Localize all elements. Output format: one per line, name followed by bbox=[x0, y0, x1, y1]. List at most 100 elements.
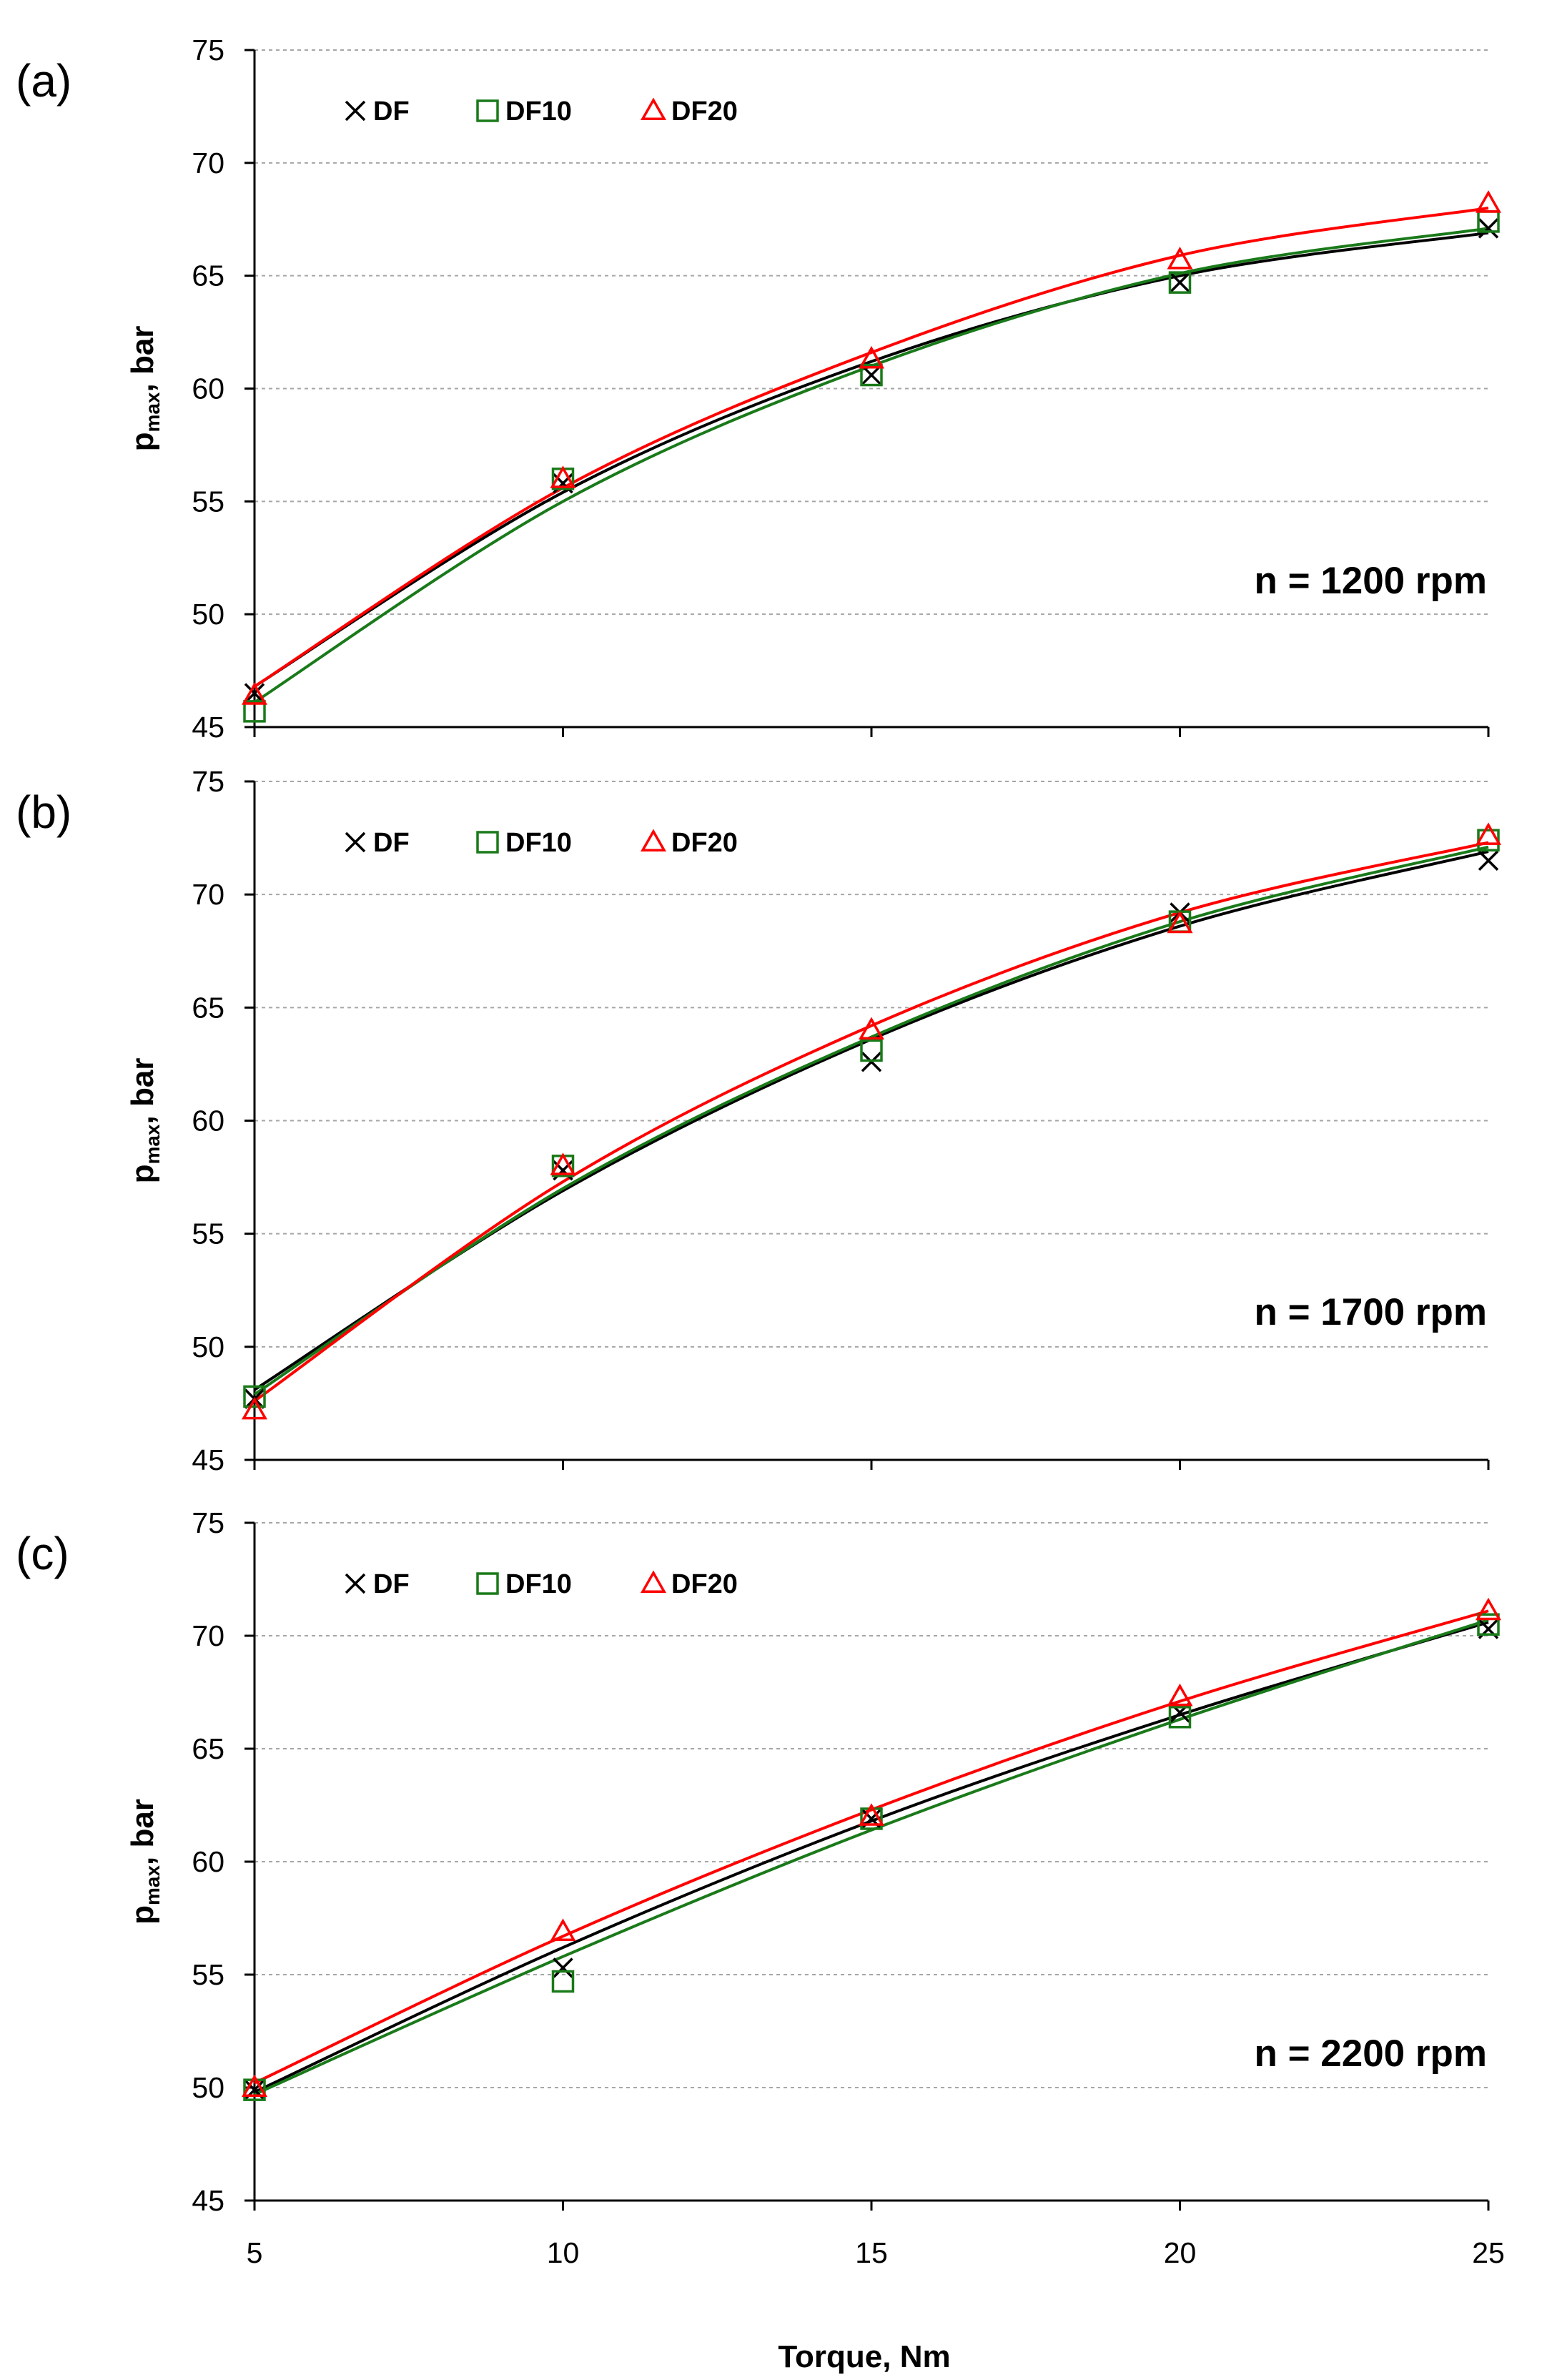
legend-marker-df10-shape bbox=[476, 99, 499, 122]
legend-label-df20: DF20 bbox=[671, 97, 738, 127]
data-point-df20 bbox=[550, 1152, 576, 1175]
legend-label-df: DF bbox=[373, 828, 410, 858]
trendline-df bbox=[253, 231, 1489, 688]
legend-marker-df-stroke bbox=[345, 1573, 366, 1594]
data-point-df bbox=[1478, 850, 1499, 871]
data-point-df20 bbox=[1167, 910, 1193, 934]
data-point-df10 bbox=[551, 1970, 575, 1993]
legend-marker-df20-shape bbox=[640, 829, 667, 851]
y-tick-label: 75 bbox=[192, 765, 224, 798]
panel-b: 45 50 55 60 65 70 75 (b) pmax, bar DF DF10 DF20 n = … bbox=[16, 765, 1502, 1476]
data-point-df-stroke bbox=[1478, 850, 1499, 871]
legend-marker-df20 bbox=[640, 829, 667, 851]
data-point-df-stroke bbox=[1170, 272, 1190, 293]
y-tick-label: 50 bbox=[192, 1330, 224, 1363]
data-point-df10-shape bbox=[860, 1807, 883, 1830]
legend: DF DF10 DF20 bbox=[345, 97, 738, 127]
y-tick-label: 50 bbox=[192, 2071, 224, 2104]
data-point-df20 bbox=[241, 1396, 268, 1420]
legend-marker-df10 bbox=[476, 831, 499, 854]
data-point-df10-shape bbox=[860, 363, 883, 387]
data-point-df20 bbox=[1475, 1597, 1502, 1621]
data-point-df20-shape bbox=[1167, 1683, 1193, 1707]
trendline-df20 bbox=[253, 206, 1489, 688]
data-point-df10 bbox=[243, 1385, 266, 1408]
legend-marker-df bbox=[345, 1573, 366, 1594]
data-point-df bbox=[1170, 272, 1190, 293]
data-point-df10-shape bbox=[243, 1385, 266, 1408]
y-tick-label: 60 bbox=[192, 372, 224, 405]
legend-marker-df10 bbox=[476, 99, 499, 122]
x-tick-label: 15 bbox=[855, 2236, 888, 2269]
data-point-df20-shape bbox=[1475, 1597, 1502, 1621]
legend-label-df20: DF20 bbox=[671, 1569, 738, 1599]
y-tick-label: 65 bbox=[192, 1732, 224, 1765]
data-point-df20-shape bbox=[550, 1918, 576, 1941]
panel-c: 45 50 55 60 65 70 75 5 10 15 20 25 (c) pmax, bar DF DF1… bbox=[16, 1506, 1505, 2269]
legend-label-df: DF bbox=[373, 97, 410, 127]
data-point-df20-shape bbox=[858, 1017, 885, 1040]
trendline-df bbox=[254, 1621, 1489, 2094]
data-point-df10 bbox=[243, 2078, 266, 2101]
data-point-df bbox=[861, 365, 882, 385]
data-point-df20-shape bbox=[1475, 190, 1502, 213]
legend: DF DF10 DF20 bbox=[345, 828, 738, 858]
data-point-df20-shape bbox=[550, 1152, 576, 1175]
data-point-df bbox=[244, 683, 265, 703]
data-point-df20 bbox=[858, 1803, 885, 1826]
data-point-df-stroke bbox=[861, 365, 882, 385]
data-point-df20 bbox=[858, 345, 885, 369]
data-point-df bbox=[861, 1052, 882, 1072]
legend-label-df10: DF10 bbox=[505, 1569, 572, 1599]
legend-label-df: DF bbox=[373, 1569, 410, 1599]
data-point-df20-shape bbox=[858, 1803, 885, 1826]
y-axis-title-rest: , bar bbox=[125, 326, 160, 392]
y-axis-title-subscript: max bbox=[142, 1124, 164, 1164]
data-point-df20 bbox=[241, 682, 268, 705]
y-tick-label: 60 bbox=[192, 1845, 224, 1878]
data-point-df bbox=[1478, 218, 1499, 239]
panel-label: (a) bbox=[16, 55, 71, 107]
y-tick-label: 60 bbox=[192, 1105, 224, 1137]
data-point-df20 bbox=[1167, 1683, 1193, 1707]
legend-label-df10: DF10 bbox=[505, 828, 572, 858]
data-point-df-stroke bbox=[861, 1052, 882, 1072]
data-point-df20 bbox=[858, 1017, 885, 1040]
y-tick-label: 55 bbox=[192, 485, 224, 518]
y-tick-label: 70 bbox=[192, 147, 224, 179]
data-point-df20 bbox=[1475, 822, 1502, 845]
legend-marker-df bbox=[345, 100, 366, 122]
data-point-df20 bbox=[241, 2074, 268, 2097]
data-point-df20-shape bbox=[1475, 822, 1502, 845]
y-axis-title: pmax, bar bbox=[125, 1058, 164, 1184]
legend-marker-df-stroke bbox=[345, 831, 366, 853]
panel-label: (c) bbox=[16, 1528, 69, 1579]
x-tick-label: 25 bbox=[1472, 2236, 1505, 2269]
data-point-df10-shape bbox=[1477, 1613, 1500, 1636]
legend-marker-df bbox=[345, 831, 366, 853]
y-tick-label: 55 bbox=[192, 1958, 224, 1991]
speed-label: n = 1700 rpm bbox=[1254, 1291, 1487, 1333]
data-point-df20-shape bbox=[241, 682, 268, 705]
y-tick-label: 55 bbox=[192, 1218, 224, 1250]
legend-marker-df20-shape bbox=[640, 97, 667, 120]
panel-label: (b) bbox=[16, 786, 71, 838]
data-point-df20 bbox=[1167, 247, 1193, 270]
data-point-df10-shape bbox=[1168, 271, 1192, 294]
data-point-df10 bbox=[1168, 271, 1192, 294]
legend-label-df10: DF10 bbox=[505, 97, 572, 127]
data-point-df20 bbox=[550, 465, 576, 488]
data-point-df20-shape bbox=[1167, 910, 1193, 934]
data-point-df10 bbox=[860, 1807, 883, 1830]
legend-label-df20: DF20 bbox=[671, 828, 738, 858]
data-point-df10 bbox=[860, 363, 883, 387]
x-axis-title: Torque, Nm bbox=[778, 2339, 950, 2374]
y-axis-title-main: p bbox=[125, 433, 160, 452]
data-point-df-stroke bbox=[244, 683, 265, 703]
data-point-df10-shape bbox=[551, 1970, 575, 1993]
legend-marker-df10-shape bbox=[476, 831, 499, 854]
y-tick-label: 75 bbox=[192, 34, 224, 66]
y-axis-title-rest: , bar bbox=[125, 1799, 160, 1865]
y-tick-label: 70 bbox=[192, 878, 224, 911]
